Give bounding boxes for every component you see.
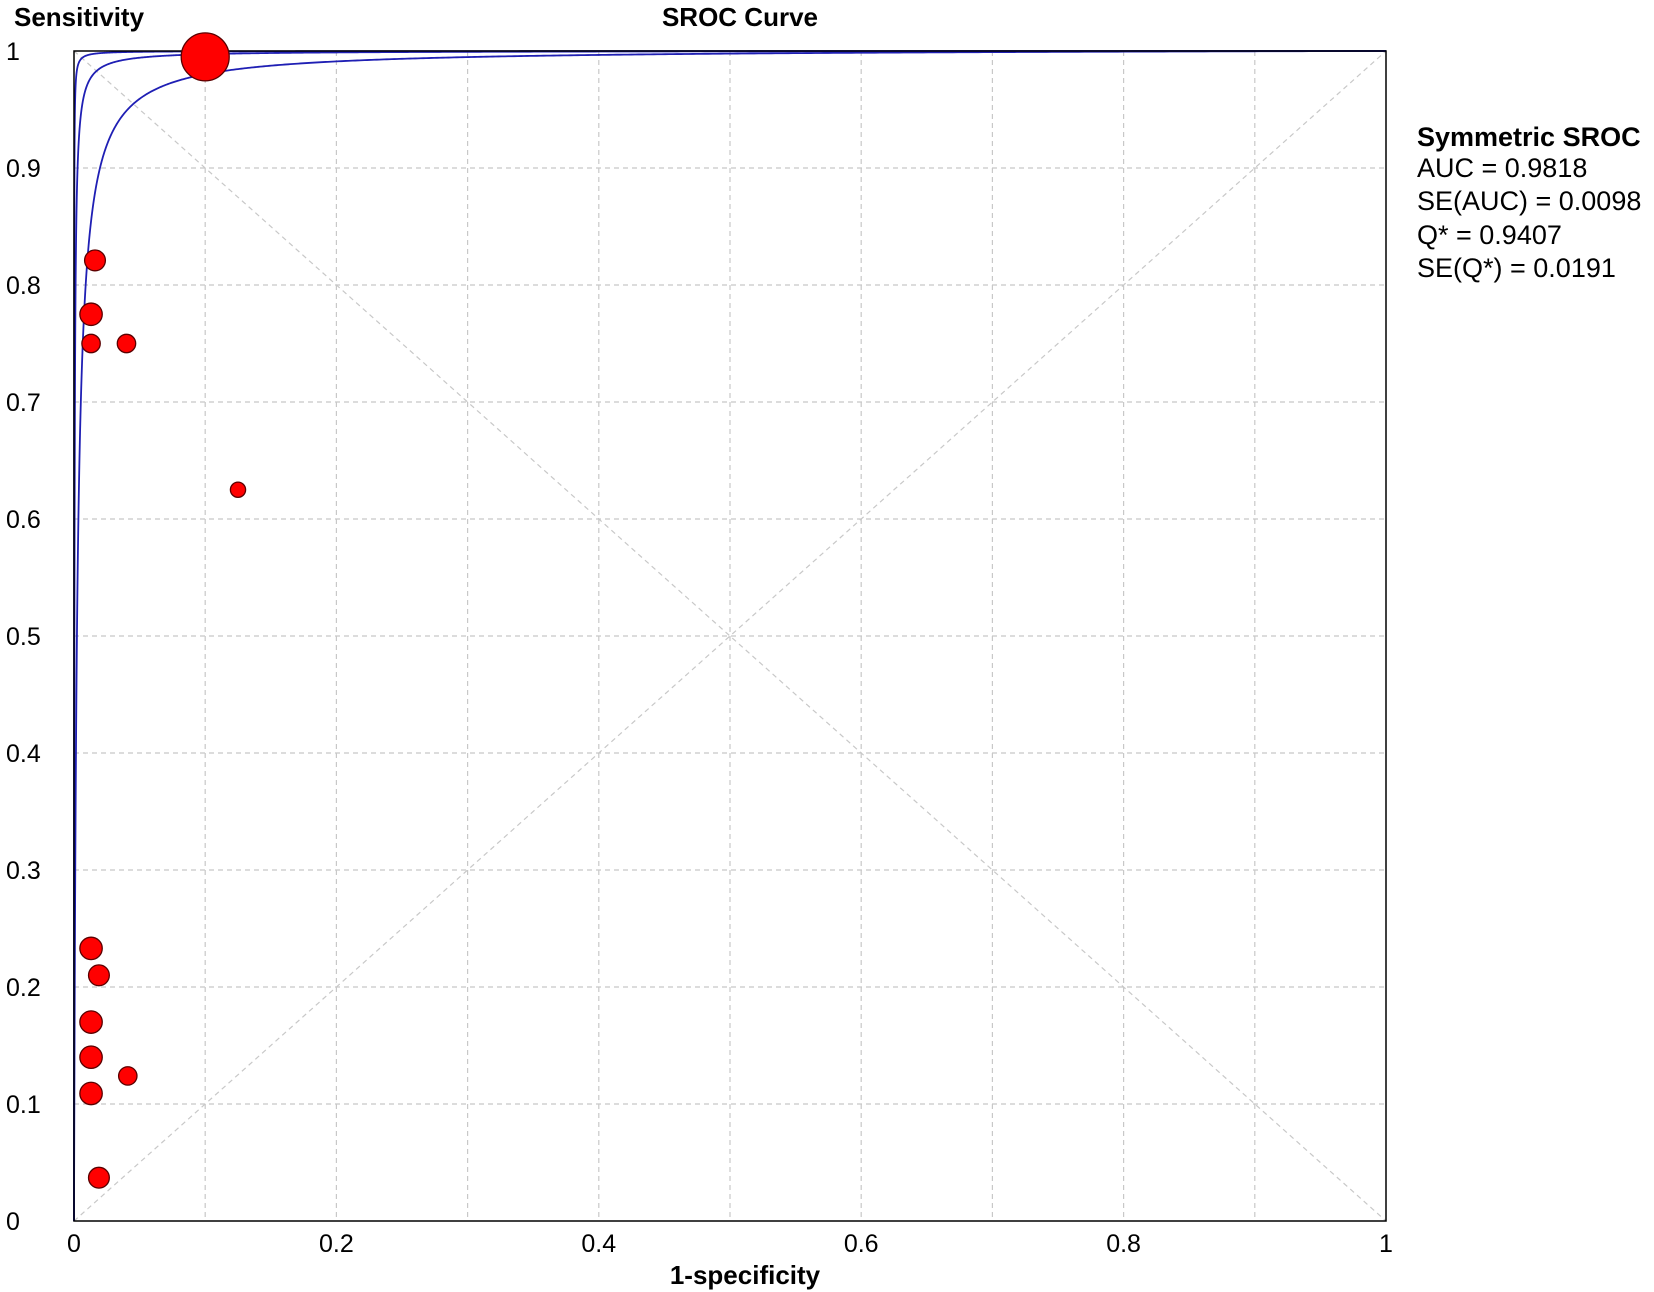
chance-diagonal bbox=[73, 50, 1387, 1222]
study-point bbox=[87, 964, 110, 987]
y-tick-label: 0.3 bbox=[6, 857, 41, 885]
study-point bbox=[87, 1166, 110, 1189]
study-point bbox=[79, 936, 103, 961]
y-tick-label: 0.2 bbox=[6, 974, 41, 1002]
sroc-curve-lower-ci bbox=[73, 50, 1387, 1221]
y-axis-label: Sensitivity bbox=[14, 2, 145, 32]
y-axis-tick-labels: 0 0.1 0.2 0.3 0.4 0.5 0.6 0.7 0.8 0.9 1 bbox=[6, 38, 41, 1236]
x-tick-label: 0 bbox=[67, 1230, 81, 1258]
y-tick-label: 0.8 bbox=[6, 272, 41, 300]
annotation-se-auc: SE(AUC) = 0.0098 bbox=[1417, 186, 1641, 216]
study-points bbox=[79, 32, 247, 1189]
annotation-auc: AUC = 0.9818 bbox=[1417, 153, 1587, 183]
study-point bbox=[79, 302, 103, 327]
y-tick-label: 0.7 bbox=[6, 389, 41, 417]
x-tick-label: 0.8 bbox=[1106, 1230, 1141, 1258]
chart-title: SROC Curve bbox=[662, 2, 818, 32]
x-axis-tick-labels: 0 0.2 0.4 0.6 0.8 1 bbox=[67, 1230, 1393, 1258]
x-axis-label: 1-specificity bbox=[670, 1260, 821, 1290]
annotation-heading: Symmetric SROC bbox=[1417, 122, 1641, 152]
annotation-q-star: Q* = 0.9407 bbox=[1417, 220, 1562, 250]
y-tick-label: 0 bbox=[6, 1208, 20, 1236]
q-star-diagonal bbox=[73, 50, 1387, 1222]
annotation-se-q-star: SE(Q*) = 0.0191 bbox=[1417, 253, 1616, 283]
y-tick-label: 0.9 bbox=[6, 155, 41, 183]
study-point bbox=[117, 1066, 138, 1086]
sroc-annotation: Symmetric SROC AUC = 0.9818 SE(AUC) = 0.… bbox=[1417, 122, 1641, 283]
reference-diagonals bbox=[73, 50, 1387, 1222]
study-point bbox=[79, 1010, 103, 1034]
study-point bbox=[229, 481, 247, 498]
y-tick-label: 0.6 bbox=[6, 506, 41, 534]
y-tick-label: 0.5 bbox=[6, 623, 41, 651]
study-point bbox=[81, 333, 101, 354]
y-tick-label: 0.4 bbox=[6, 740, 41, 768]
y-tick-label: 0.1 bbox=[6, 1091, 41, 1119]
x-tick-label: 0.4 bbox=[581, 1230, 616, 1258]
y-tick-label: 1 bbox=[6, 38, 20, 66]
study-point bbox=[116, 333, 137, 354]
study-point bbox=[83, 249, 107, 272]
grid-lines bbox=[74, 51, 1386, 1221]
study-point bbox=[79, 1081, 103, 1106]
study-point bbox=[180, 32, 230, 82]
x-tick-label: 1 bbox=[1379, 1230, 1393, 1258]
x-tick-label: 0.6 bbox=[844, 1230, 879, 1258]
plot-frame bbox=[73, 50, 1387, 1222]
study-point bbox=[79, 1045, 103, 1070]
x-tick-label: 0.2 bbox=[319, 1230, 354, 1258]
